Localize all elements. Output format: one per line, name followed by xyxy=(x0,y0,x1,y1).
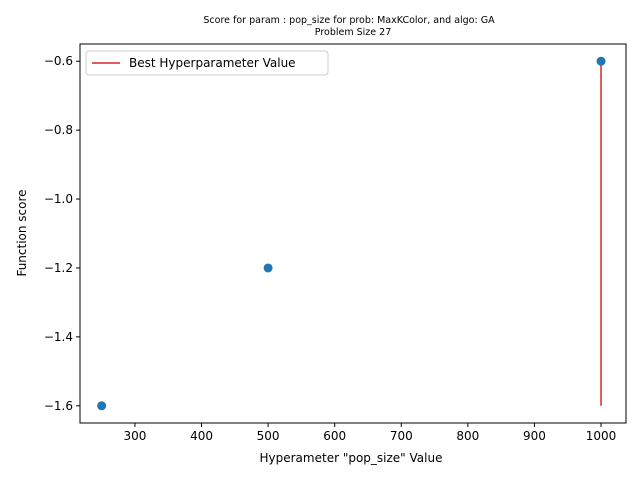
y-tick-label: −1.6 xyxy=(44,399,73,413)
chart-title: Score for param : pop_size for prob: Max… xyxy=(203,15,495,26)
x-tick-label: 900 xyxy=(523,429,546,443)
x-tick-label: 800 xyxy=(456,429,479,443)
x-tick-label: 500 xyxy=(257,429,280,443)
legend-box xyxy=(85,50,329,76)
chart-subtitle: Problem Size 27 xyxy=(315,27,391,38)
x-tick-label: 1000 xyxy=(586,429,617,443)
x-tick-label: 400 xyxy=(190,429,213,443)
data-point xyxy=(263,263,273,273)
legend: Best Hyperparameter Value xyxy=(85,50,329,76)
y-tick-label: −0.6 xyxy=(44,54,73,68)
y-tick-label: −1.0 xyxy=(44,192,73,206)
axis-ticks: 300 400 500 600 700 800 900 1000 −1.6 −1.4 −1.2 −1.… xyxy=(44,54,616,443)
y-tick-label: −0.8 xyxy=(44,123,73,137)
data-point xyxy=(596,56,606,66)
plot-frame xyxy=(79,43,627,424)
y-tick-label: −1.2 xyxy=(44,261,73,275)
chart-marks xyxy=(97,56,606,411)
x-tick-label: 700 xyxy=(390,429,413,443)
x-tick-label: 600 xyxy=(323,429,346,443)
x-axis-label: Hyperameter "pop_size" Value xyxy=(260,451,443,465)
x-tick-label: 300 xyxy=(123,429,146,443)
y-axis-label: Function score xyxy=(15,189,29,276)
legend-label: Best Hyperparameter Value xyxy=(129,56,296,70)
data-point xyxy=(97,401,107,411)
y-tick-label: −1.4 xyxy=(44,330,73,344)
